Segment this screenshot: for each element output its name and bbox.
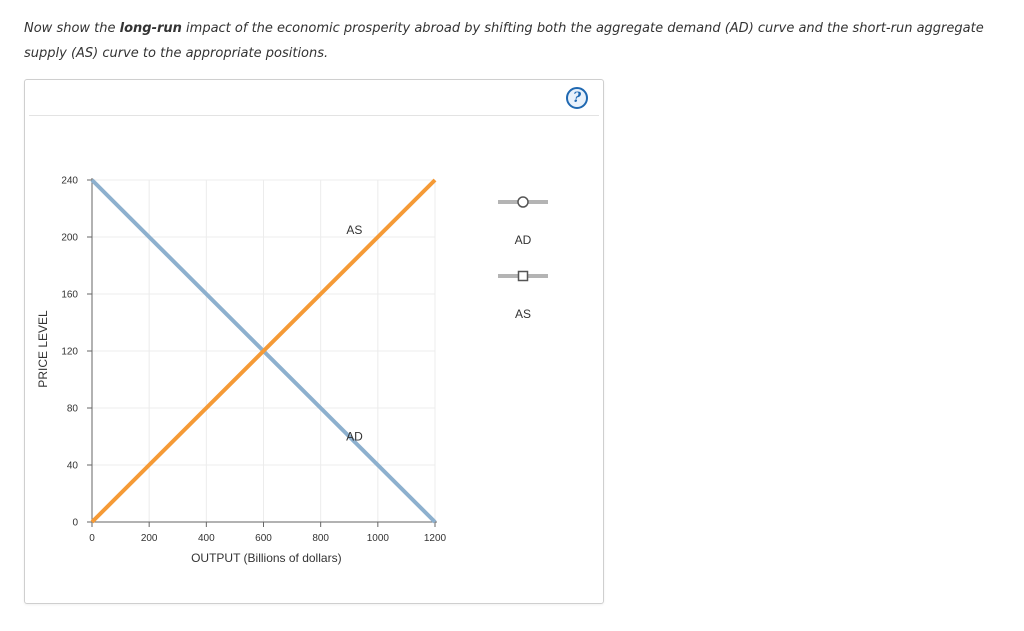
- y-axis-title: PRICE LEVEL: [36, 310, 50, 388]
- x-tick-label: 800: [312, 533, 329, 544]
- panel-divider: [29, 115, 599, 116]
- y-tick-label: 0: [72, 518, 78, 529]
- instructions-text-start: Now show the: [24, 21, 120, 36]
- square-handle-icon[interactable]: [517, 270, 529, 282]
- x-axis-title: OUTPUT (Billions of dollars): [191, 551, 341, 565]
- x-tick-label: 0: [89, 533, 95, 544]
- y-tick-label: 200: [61, 233, 78, 244]
- graph-panel: ? 0 200 400 600 800 1000 1200 0 40 80 120 160 200 240…: [24, 79, 604, 604]
- x-tick-label: 1000: [367, 533, 390, 544]
- y-tick-label: 160: [61, 290, 78, 301]
- x-tick-label: 400: [198, 533, 215, 544]
- curve-as[interactable]: [90, 178, 437, 524]
- instructions-emphasis: long-run: [119, 21, 182, 36]
- y-tick-label: 80: [67, 404, 79, 415]
- question-instructions: Now show the long-run impact of the econ…: [24, 16, 999, 66]
- curve-label-ad: AD: [346, 430, 363, 444]
- y-tick-label: 240: [61, 176, 78, 187]
- legend-label-as: AS: [515, 307, 531, 321]
- legend-label-ad: AD: [515, 233, 532, 247]
- x-tick-label: 1200: [424, 533, 447, 544]
- help-icon[interactable]: ?: [566, 87, 588, 109]
- y-tick-label: 40: [67, 461, 79, 472]
- x-tick-label: 200: [141, 533, 158, 544]
- y-tick-label: 120: [61, 347, 78, 358]
- curve-label-as: AS: [346, 223, 362, 237]
- graph-chart[interactable]: 0 200 400 600 800 1000 1200 0 40 80 120 160 200 240 OU…: [25, 80, 603, 603]
- instructions-text-end: impact of the economic prosperity abroad…: [24, 21, 984, 61]
- circle-handle-icon[interactable]: [517, 196, 529, 208]
- x-tick-label: 600: [255, 533, 272, 544]
